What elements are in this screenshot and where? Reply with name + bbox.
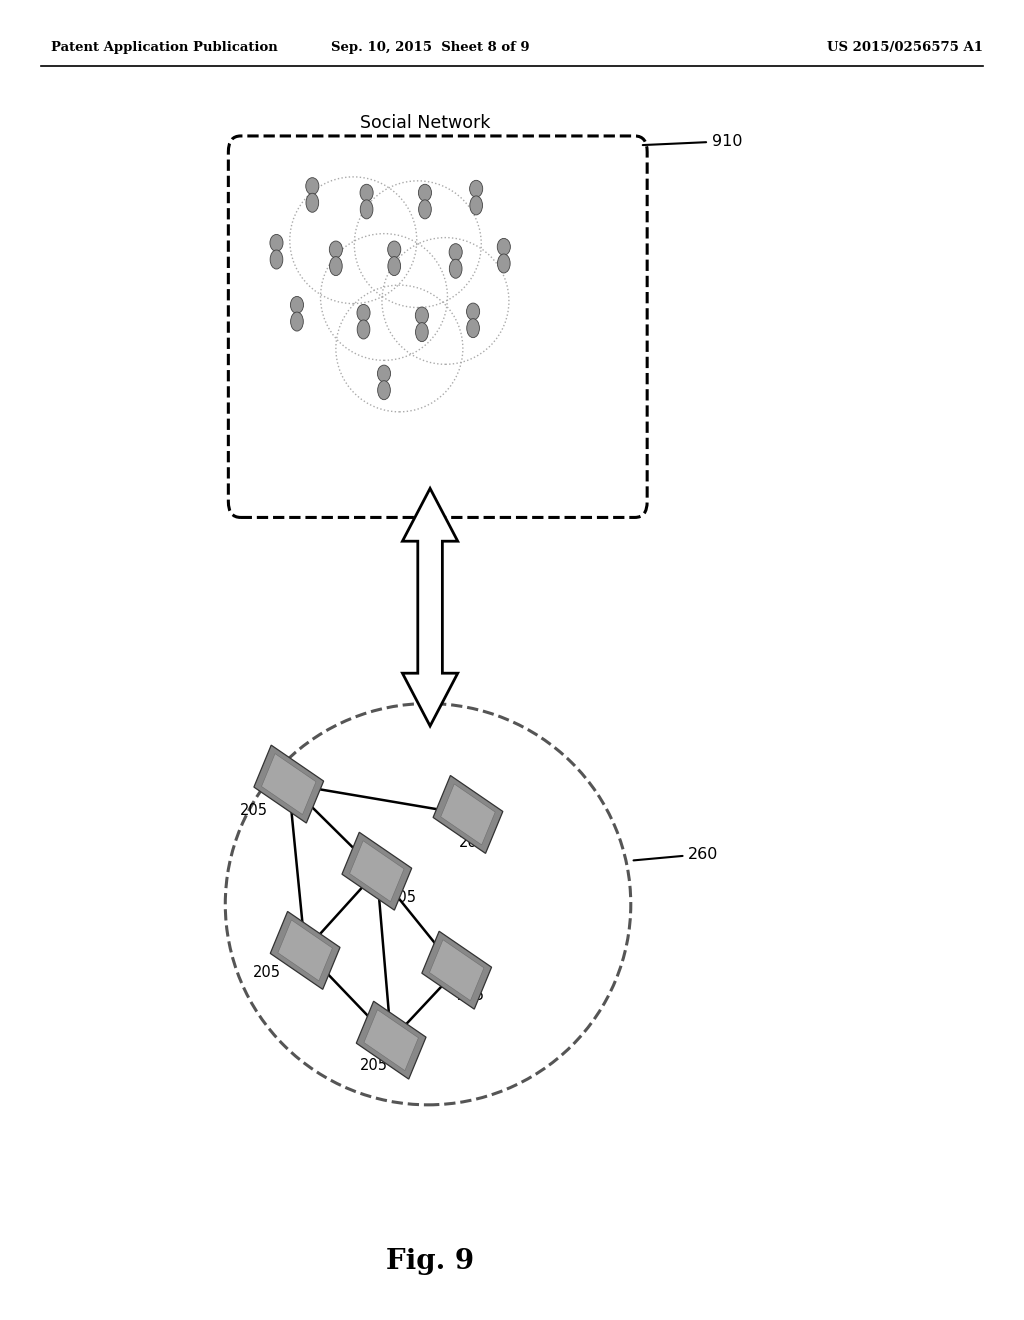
Ellipse shape: [450, 259, 462, 279]
Ellipse shape: [360, 199, 373, 219]
Ellipse shape: [357, 319, 370, 339]
Text: Social Network: Social Network: [359, 114, 490, 132]
Polygon shape: [278, 920, 333, 981]
Circle shape: [378, 366, 390, 381]
Text: Sep. 10, 2015  Sheet 8 of 9: Sep. 10, 2015 Sheet 8 of 9: [331, 41, 529, 54]
Text: US 2015/0256575 A1: US 2015/0256575 A1: [827, 41, 983, 54]
Circle shape: [360, 185, 373, 201]
Ellipse shape: [291, 312, 303, 331]
Polygon shape: [356, 1001, 426, 1080]
Text: 260: 260: [634, 846, 719, 862]
Text: 205: 205: [457, 987, 485, 1003]
Text: 205: 205: [359, 1057, 388, 1073]
Circle shape: [416, 308, 428, 323]
Ellipse shape: [388, 256, 400, 276]
Circle shape: [291, 297, 303, 313]
FancyBboxPatch shape: [228, 136, 647, 517]
Polygon shape: [349, 841, 404, 902]
Circle shape: [470, 181, 482, 197]
Polygon shape: [261, 754, 316, 814]
Ellipse shape: [378, 380, 390, 400]
Polygon shape: [342, 832, 412, 911]
Ellipse shape: [419, 199, 431, 219]
Polygon shape: [429, 940, 484, 1001]
Text: Fig. 9: Fig. 9: [386, 1249, 474, 1275]
Circle shape: [357, 305, 370, 321]
Polygon shape: [270, 911, 340, 990]
Polygon shape: [254, 744, 324, 824]
Ellipse shape: [416, 322, 428, 342]
Text: 205: 205: [240, 803, 268, 818]
Circle shape: [450, 244, 462, 260]
Circle shape: [467, 304, 479, 319]
Text: 205: 205: [253, 965, 282, 981]
Polygon shape: [433, 775, 503, 854]
Circle shape: [270, 235, 283, 251]
Text: 205: 205: [388, 890, 417, 906]
Polygon shape: [422, 931, 492, 1010]
Text: 910: 910: [643, 133, 742, 149]
Ellipse shape: [470, 195, 482, 215]
Circle shape: [330, 242, 342, 257]
Ellipse shape: [306, 193, 318, 213]
Text: 205: 205: [459, 834, 487, 850]
Ellipse shape: [467, 318, 479, 338]
Circle shape: [306, 178, 318, 194]
Polygon shape: [440, 784, 496, 845]
Polygon shape: [364, 1010, 419, 1071]
Text: Patent Application Publication: Patent Application Publication: [51, 41, 278, 54]
Ellipse shape: [270, 249, 283, 269]
Polygon shape: [402, 488, 458, 726]
Ellipse shape: [225, 704, 631, 1105]
Ellipse shape: [330, 256, 342, 276]
Circle shape: [498, 239, 510, 255]
Circle shape: [388, 242, 400, 257]
Ellipse shape: [498, 253, 510, 273]
Circle shape: [419, 185, 431, 201]
